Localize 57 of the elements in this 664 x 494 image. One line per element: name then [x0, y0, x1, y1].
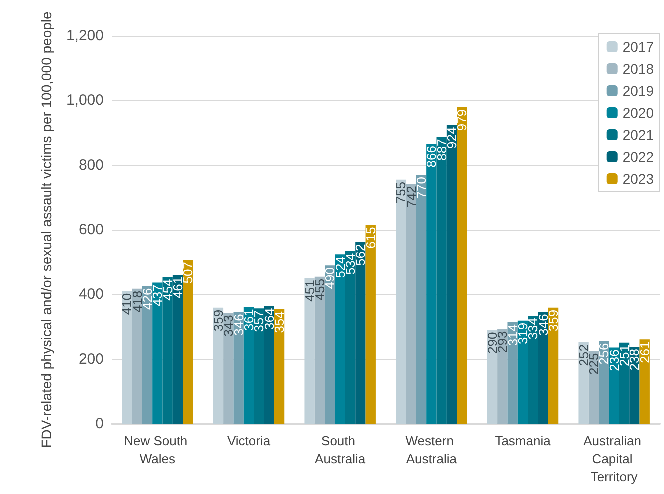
- y-tick-label: 0: [96, 416, 104, 432]
- bar: [244, 307, 254, 424]
- bar: [528, 316, 538, 424]
- bar: [234, 312, 244, 424]
- bar: [152, 282, 163, 424]
- data-label: 615: [363, 227, 378, 249]
- bar: [314, 276, 326, 424]
- x-tick-label: Australian Capital Territory: [584, 434, 646, 484]
- bar: [122, 291, 132, 424]
- bar: [406, 184, 416, 424]
- x-tick-label: South Australia: [315, 434, 366, 466]
- bar: [274, 310, 285, 424]
- bar: [436, 137, 447, 424]
- bar: [224, 313, 234, 424]
- x-tick-label: Western Australia: [406, 434, 458, 466]
- y-tick-label: 1,200: [66, 28, 104, 44]
- bar: [508, 322, 518, 424]
- bar: [142, 286, 153, 424]
- bar: [304, 278, 315, 424]
- x-tick-label: Victoria: [227, 434, 272, 448]
- bar: [578, 342, 589, 424]
- bar: [254, 308, 264, 424]
- bar: [609, 348, 620, 424]
- bar: [396, 180, 406, 424]
- bar: [630, 347, 640, 424]
- y-tick-label: 600: [78, 222, 104, 238]
- y-tick-label: 200: [78, 350, 104, 368]
- x-tick-label: Tasmania: [495, 434, 552, 448]
- y-tick-label: 800: [78, 156, 104, 174]
- bar: [446, 125, 458, 424]
- bar: [366, 225, 376, 424]
- legend-label: 2022: [622, 149, 654, 165]
- bar: [172, 274, 184, 424]
- bar: [538, 312, 548, 424]
- x-tick-label: New South Wales: [124, 434, 192, 466]
- bar: [335, 254, 346, 424]
- y-tick-label: 1,000: [66, 92, 104, 110]
- legend-label: 2020: [622, 105, 654, 121]
- y-tick-label: 400: [78, 286, 104, 304]
- bar: [325, 266, 336, 424]
- legend-label: 2023: [622, 171, 654, 187]
- bar: [162, 277, 173, 424]
- bar: [183, 260, 194, 424]
- bar: [457, 107, 468, 424]
- bar: [356, 242, 366, 424]
- legend-label: 2021: [622, 127, 654, 143]
- bar: [548, 308, 559, 424]
- data-label: 979: [454, 109, 470, 132]
- bar: [264, 306, 274, 424]
- bar: [426, 144, 437, 424]
- legend-label: 2018: [622, 61, 654, 77]
- y-axis-title: FDV-related physical and/or sexual assault victims per 100,000 people: [38, 12, 55, 448]
- bar: [132, 288, 142, 424]
- legend-label: 2019: [622, 83, 654, 99]
- bar: [416, 175, 427, 424]
- bar: [345, 251, 356, 424]
- legend-label: 2017: [622, 39, 654, 55]
